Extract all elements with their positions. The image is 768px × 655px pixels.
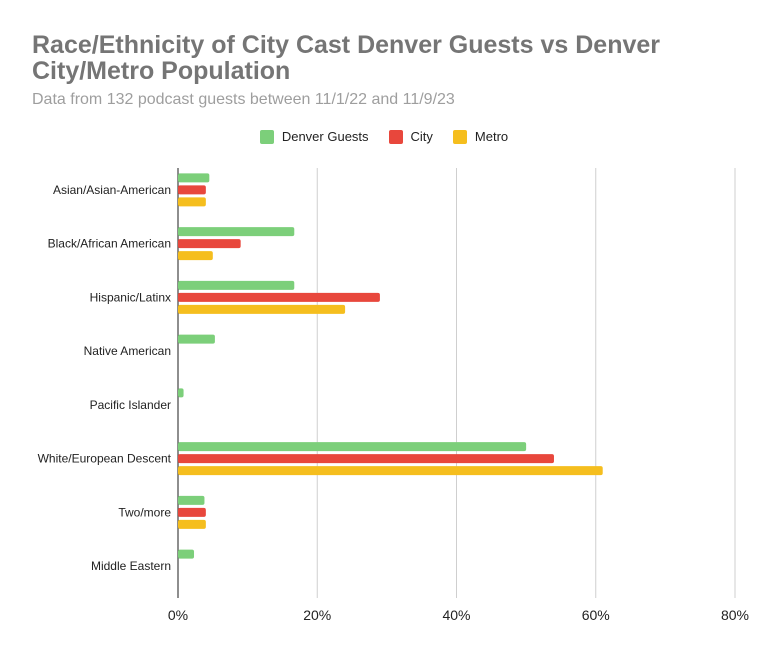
legend-swatch-denver-guests	[259, 129, 274, 144]
bar-denver-guests	[178, 549, 195, 559]
x-tick-label: 20%	[303, 607, 331, 623]
legend-swatch-metro	[452, 129, 467, 144]
bar-metro	[178, 519, 206, 529]
bar-city	[178, 239, 241, 249]
legend-label-metro: Metro	[474, 129, 509, 144]
chart-legend: Denver Guests City Metro	[0, 129, 768, 144]
bar-city	[178, 292, 380, 302]
chart-subtitle: Data from 132 podcast guests between 11/…	[32, 91, 455, 108]
x-tick-label: 80%	[721, 607, 749, 623]
legend-label-city: City	[410, 129, 433, 144]
chart-title: Race/Ethnicity of City Cast Denver Guest…	[32, 31, 661, 85]
category-label: White/European Descent	[38, 452, 172, 466]
bar-metro	[178, 466, 603, 476]
legend-item-metro: Metro	[452, 129, 509, 144]
legend-swatch-city	[388, 129, 403, 144]
x-tick-label: 60%	[582, 607, 610, 623]
legend-label-denver-guests: Denver Guests	[281, 129, 369, 144]
category-label: Black/African American	[48, 237, 171, 251]
category-label: Hispanic/Latinx	[90, 290, 171, 304]
category-label: Two/more	[118, 505, 171, 519]
bar-city	[178, 454, 554, 464]
x-tick-label: 0%	[168, 607, 188, 623]
bar-denver-guests	[178, 227, 295, 237]
bar-denver-guests	[178, 173, 210, 183]
bar-city	[178, 185, 206, 195]
legend-item-denver-guests: Denver Guests	[259, 129, 369, 144]
bar-metro	[178, 304, 346, 314]
bar-denver-guests	[178, 280, 295, 290]
category-label: Pacific Islander	[90, 398, 171, 412]
bar-metro	[178, 197, 206, 207]
bar-denver-guests	[178, 388, 184, 398]
category-label: Asian/Asian-American	[53, 183, 171, 197]
bar-denver-guests	[178, 442, 527, 452]
bar-denver-guests	[178, 334, 215, 344]
bar-city	[178, 507, 206, 517]
bar-denver-guests	[178, 495, 205, 505]
category-label: Native American	[84, 344, 171, 358]
x-tick-label: 40%	[442, 607, 470, 623]
bar-metro	[178, 251, 213, 261]
legend-item-city: City	[388, 129, 433, 144]
category-label: Middle Eastern	[91, 559, 171, 573]
